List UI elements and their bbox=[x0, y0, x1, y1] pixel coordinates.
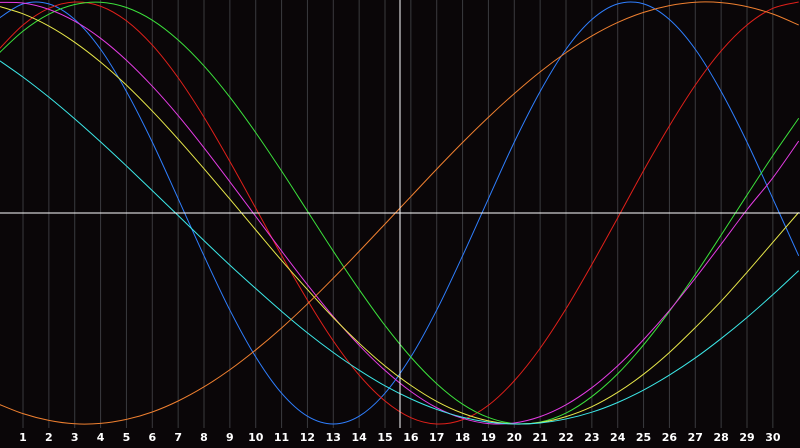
x-tick-label: 25 bbox=[636, 431, 651, 444]
x-tick-label: 23 bbox=[584, 431, 599, 444]
x-tick-label: 11 bbox=[274, 431, 289, 444]
day-strip bbox=[0, 428, 800, 448]
x-tick-label: 17 bbox=[429, 431, 444, 444]
x-tick-label: 30 bbox=[765, 431, 781, 444]
x-tick-label: 12 bbox=[300, 431, 315, 444]
curves bbox=[0, 1, 800, 425]
x-tick-label: 20 bbox=[507, 431, 523, 444]
curve bbox=[0, 60, 800, 425]
x-tick-label: 28 bbox=[713, 431, 728, 444]
x-tick-label: 5 bbox=[123, 431, 131, 444]
x-tick-label: 29 bbox=[739, 431, 754, 444]
x-tick-label: 10 bbox=[248, 431, 264, 444]
x-tick-label: 9 bbox=[226, 431, 234, 444]
day-labels: 1 2 3 4 5 6 7 8 9 10 11 12 13 14 15 16 17 18 19 20 21 22 23 24 2… bbox=[19, 431, 781, 444]
x-tick-label: 27 bbox=[688, 431, 703, 444]
x-tick-label: 21 bbox=[532, 431, 547, 444]
curve bbox=[0, 1, 799, 425]
x-tick-label: 24 bbox=[610, 431, 626, 444]
x-tick-label: 7 bbox=[174, 431, 182, 444]
x-tick-label: 22 bbox=[558, 431, 573, 444]
x-tick-label: 13 bbox=[326, 431, 341, 444]
x-tick-label: 1 bbox=[19, 431, 27, 444]
curve bbox=[0, 1, 799, 425]
x-tick-label: 2 bbox=[45, 431, 53, 444]
x-tick-label: 18 bbox=[455, 431, 470, 444]
x-tick-label: 4 bbox=[97, 431, 105, 444]
x-tick-label: 8 bbox=[200, 431, 208, 444]
x-tick-label: 14 bbox=[351, 431, 367, 444]
curve bbox=[0, 1, 800, 425]
x-tick-label: 16 bbox=[403, 431, 419, 444]
x-tick-label: 15 bbox=[377, 431, 392, 444]
x-tick-label: 3 bbox=[71, 431, 79, 444]
curve bbox=[0, 1, 800, 425]
x-tick-label: 6 bbox=[148, 431, 156, 444]
x-tick-label: 26 bbox=[662, 431, 678, 444]
x-tick-label: 19 bbox=[481, 431, 496, 444]
curve bbox=[0, 6, 800, 425]
grid bbox=[22, 0, 774, 428]
